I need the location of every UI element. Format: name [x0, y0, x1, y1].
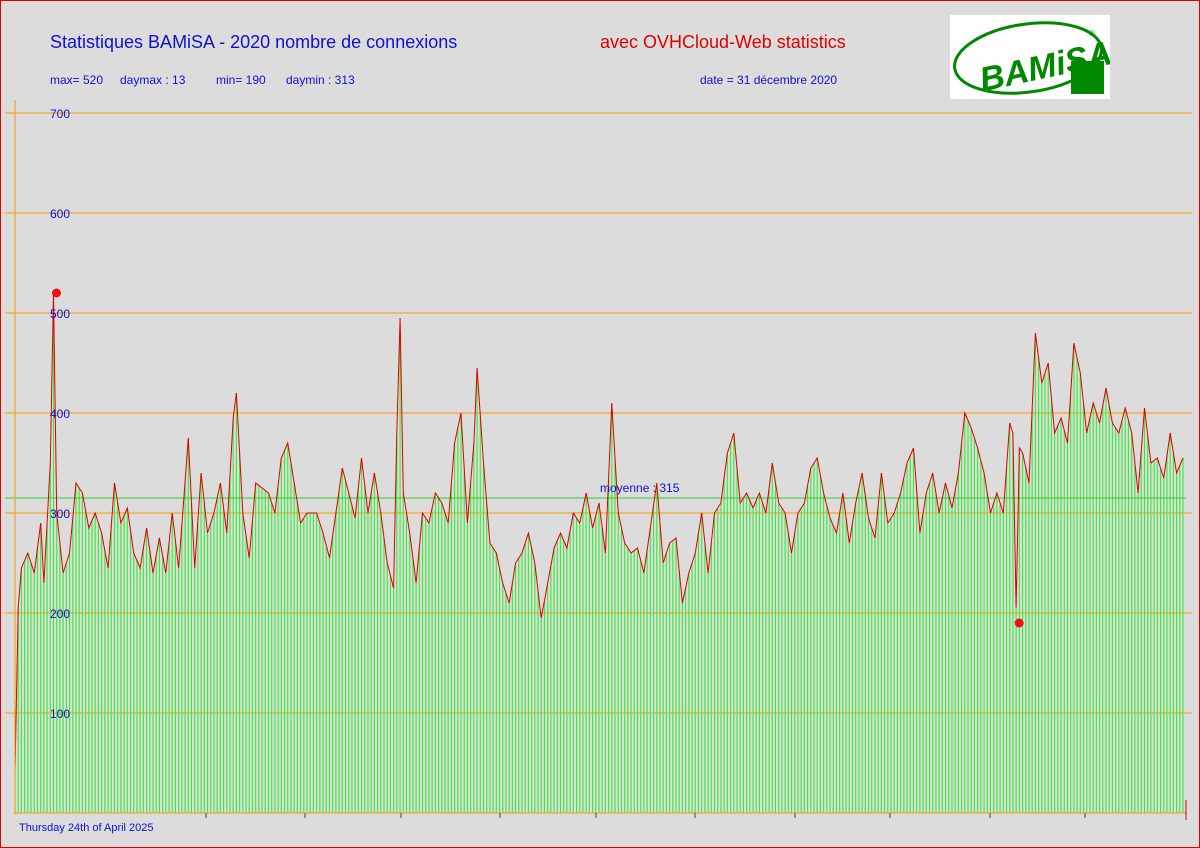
y-tick-label-500: 500 [50, 307, 70, 321]
series-line [14, 292, 1184, 774]
bars [14, 293, 1184, 813]
logo-graphic: BAMiSA ® [953, 21, 1115, 99]
bamisa-logo: BAMiSA ® [950, 15, 1115, 99]
y-tick-label-100: 100 [50, 707, 70, 721]
y-tick-label-300: 300 [50, 507, 70, 521]
logo-square [1071, 61, 1104, 94]
daymax-label: daymax : 13 [120, 73, 186, 87]
y-tick-label-200: 200 [50, 607, 70, 621]
page-title: Statistiques BAMiSA - 2020 nombre de con… [50, 32, 458, 52]
axes: 100 200 300 400 500 600 700 [14, 100, 1187, 820]
y-tick-label-600: 600 [50, 207, 70, 221]
min-marker [1014, 618, 1024, 628]
mean-label: moyenne : 315 [600, 481, 680, 495]
date-label: date = 31 décembre 2020 [700, 73, 838, 87]
min-label: min= 190 [216, 73, 266, 87]
logo-ellipse [953, 21, 1103, 95]
y-tick-label-700: 700 [50, 107, 70, 121]
footer-date: Thursday 24th of April 2025 [19, 822, 154, 834]
page-subtitle: avec OVHCloud-Web statistics [600, 32, 846, 52]
max-marker [52, 288, 62, 298]
daymin-label: daymin : 313 [286, 73, 355, 87]
logo-registered: ® [1089, 29, 1095, 38]
y-tick-label-400: 400 [50, 407, 70, 421]
max-label: max= 520 [50, 73, 104, 87]
